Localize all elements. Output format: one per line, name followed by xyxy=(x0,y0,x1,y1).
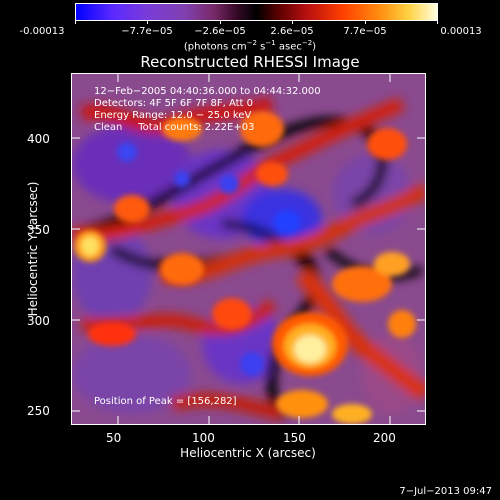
colorbar-tick xyxy=(220,21,221,24)
y-axis-title: Heliocentric Y (arcsec) xyxy=(26,181,40,317)
info-energy-range: Energy Range: 12.0 − 25.0 keV xyxy=(94,110,252,121)
colorbar-tick-label: −7.7e−05 xyxy=(121,26,173,37)
colorbar-tick-label: −2.6e−05 xyxy=(194,26,246,37)
rhessi-image xyxy=(72,74,425,424)
y-tick-label: 350 xyxy=(27,223,50,237)
colorbar-tick-label: 0.00013 xyxy=(440,26,482,37)
peak-position: Position of Peak = [156,282] xyxy=(94,396,237,407)
colorbar-tick-label: -0.00013 xyxy=(19,26,65,37)
x-tick-label: 150 xyxy=(283,431,306,445)
colorbar-tick xyxy=(147,21,148,24)
colorbar-tick xyxy=(75,21,76,24)
colorbar-tick xyxy=(292,21,293,24)
x-axis-title: Heliocentric X (arcsec) xyxy=(180,446,316,460)
colorbar-unit-label: (photons cm−2 s−1 asec−2) xyxy=(183,39,317,53)
colorbar-tick xyxy=(437,21,438,24)
timestamp: 7−Jul−2013 09:47 xyxy=(399,486,492,497)
info-detectors: Detectors: 4F 5F 6F 7F 8F, Att 0 xyxy=(94,98,254,109)
y-tick-label: 400 xyxy=(27,132,50,146)
info-time-range: 12−Feb−2005 04:40:36.000 to 04:44:32.000 xyxy=(94,86,321,97)
x-tick-label: 100 xyxy=(192,431,215,445)
x-tick-label: 200 xyxy=(373,431,396,445)
info-method-counts: Clean Total counts: 2.22E+03 xyxy=(94,122,255,133)
image-title: Reconstructed RHESSI Image xyxy=(140,53,360,71)
y-tick-label: 250 xyxy=(27,404,50,418)
y-tick-label: 300 xyxy=(27,314,50,328)
colorbar-tick-label: 2.6e−05 xyxy=(270,26,314,37)
x-tick-label: 50 xyxy=(106,431,122,445)
colorbar-tick-label: 7.7e−05 xyxy=(343,26,387,37)
rhessi-image-plot: 12−Feb−2005 04:40:36.000 to 04:44:32.000… xyxy=(71,73,426,425)
colorbar-tick xyxy=(365,21,366,24)
colorbar xyxy=(75,3,438,21)
